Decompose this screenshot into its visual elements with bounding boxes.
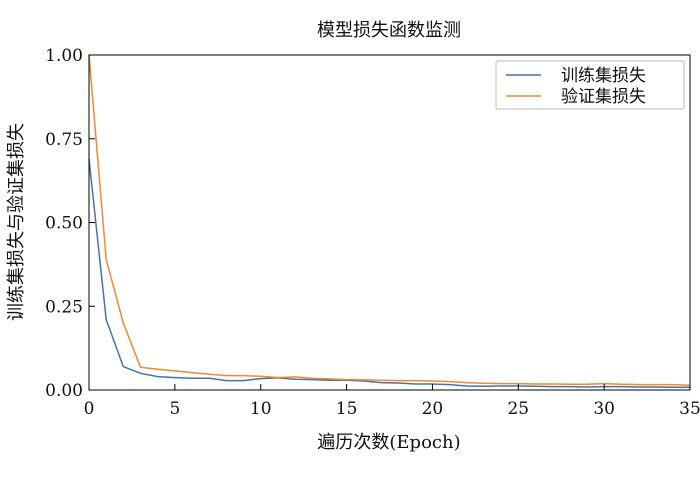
series-line-2 (88, 54, 691, 387)
legend-label-1: 训练集损失 (561, 66, 646, 86)
y-tick-label: 0.00 (45, 381, 83, 401)
x-axis-label: 遍历次数(Epoch) (317, 432, 460, 453)
chart-title: 模型损失函数监测 (317, 20, 461, 41)
series-line-1 (88, 158, 690, 389)
y-tick-label: 1.00 (45, 46, 83, 66)
x-tick-label: 20 (422, 399, 444, 419)
y-tick-label: 0.50 (45, 214, 83, 234)
legend-box (495, 60, 685, 110)
x-tick-label: 30 (593, 399, 615, 419)
y-tick-label: 0.75 (45, 130, 83, 150)
y-tick-label: 0.25 (45, 297, 83, 317)
y-axis-label: 训练集损失与验证集损失 (6, 123, 27, 321)
legend-label-2: 验证集损失 (561, 87, 646, 107)
x-tick-label: 0 (84, 399, 95, 419)
x-tick-label: 35 (679, 399, 700, 419)
x-tick-label: 5 (169, 399, 180, 419)
x-tick-label: 10 (250, 399, 272, 419)
x-tick-label: 15 (336, 399, 358, 419)
x-tick-label: 25 (507, 399, 529, 419)
